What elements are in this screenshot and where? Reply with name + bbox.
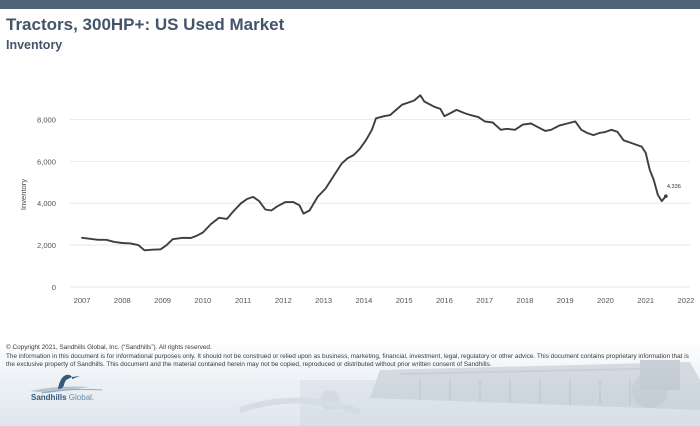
x-tick-label: 2007: [74, 296, 91, 305]
y-tick-label: 6,000: [37, 157, 56, 166]
copyright-text: © Copyright 2021, Sandhills Global, Inc.…: [6, 344, 212, 351]
x-axis-ticks: 2007 2008 2009 2010 2011 2012 2013 2014 2015 2016…: [74, 296, 695, 305]
y-axis-ticks: 0 2,000 4,000 6,000 8,000: [37, 115, 56, 292]
data-point-marker: [664, 194, 668, 198]
series-layer: [81, 94, 667, 252]
gridlines: [70, 118, 690, 288]
x-tick-label: 2020: [597, 296, 614, 305]
footer-background: [0, 340, 700, 426]
x-tick-label: 2014: [355, 296, 372, 305]
x-tick-label: 2017: [476, 296, 493, 305]
x-tick-label: 2015: [396, 296, 413, 305]
logo-name: Sandhills: [31, 393, 67, 402]
top-banner: [0, 0, 700, 9]
x-tick-label: 2010: [194, 296, 211, 305]
y-axis-label: Inventory: [19, 179, 28, 210]
x-tick-label: 2018: [516, 296, 533, 305]
page-title: Tractors, 300HP+: US Used Market: [6, 15, 285, 34]
y-tick-label: 4,000: [37, 199, 56, 208]
y-tick-label: 0: [52, 283, 56, 292]
x-tick-label: 2008: [114, 296, 131, 305]
logo-suffix: Global.: [68, 393, 95, 402]
annotations: 4,336: [664, 184, 681, 198]
y-tick-label: 8,000: [37, 115, 56, 124]
x-tick-label: 2021: [637, 296, 654, 305]
series-line: [81, 94, 667, 252]
x-tick-label: 2012: [275, 296, 292, 305]
x-tick-label: 2009: [154, 296, 171, 305]
sandhills-heron-logo-icon: [30, 374, 103, 394]
x-tick-label: 2016: [436, 296, 453, 305]
disclaimer-text: The information in this document is for …: [6, 353, 689, 368]
y-tick-label: 2,000: [37, 241, 56, 250]
x-tick-label: 2013: [315, 296, 332, 305]
x-tick-label: 2022: [678, 296, 695, 305]
x-tick-label: 2019: [557, 296, 574, 305]
data-label: 4,336: [667, 184, 681, 190]
sandhills-logo: Sandhills Global.: [31, 393, 94, 402]
page-subtitle: Inventory: [6, 38, 63, 52]
x-tick-label: 2011: [235, 296, 251, 305]
combine-harvester-photo: [239, 360, 700, 426]
